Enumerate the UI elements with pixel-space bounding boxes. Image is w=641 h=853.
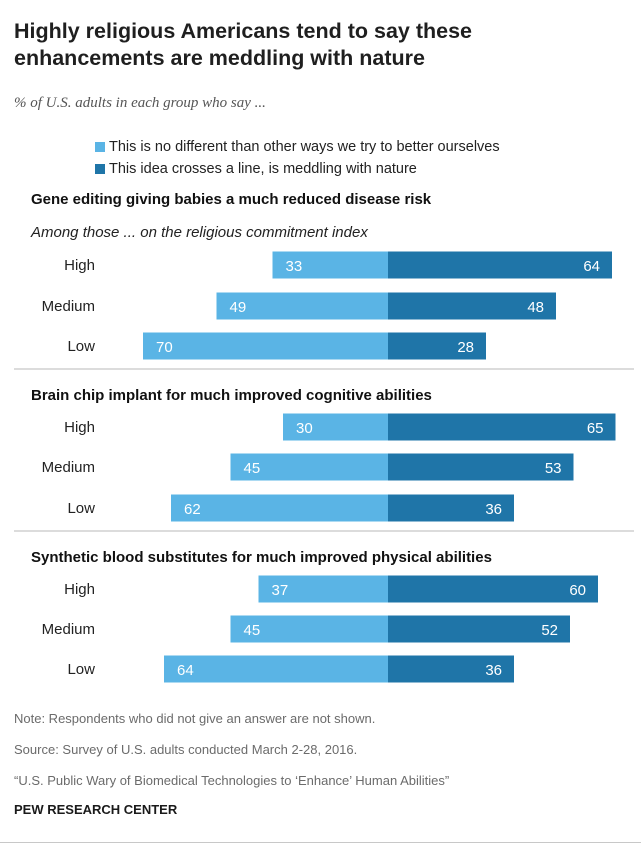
data-label-crosses-line: 36 [485, 501, 502, 518]
footer-source: Source: Survey of U.S. adults conducted … [14, 742, 358, 757]
category-label: Medium [42, 459, 95, 476]
data-label-crosses-line: 65 [587, 420, 604, 437]
legend: This is no different than other ways we … [95, 136, 500, 180]
panel-subtitle: Among those ... on the religious commitm… [30, 224, 368, 241]
data-label-crosses-line: 52 [541, 622, 558, 639]
category-label: Medium [42, 621, 95, 638]
panel-title: Gene editing giving babies a much reduce… [31, 191, 432, 208]
bar-crosses-line [388, 332, 486, 360]
bar-no-different [171, 494, 388, 522]
legend-item-crosses-line: This idea crosses a line, is meddling wi… [95, 158, 500, 180]
legend-label: This is no different than other ways we … [109, 139, 500, 155]
bar-crosses-line [388, 251, 612, 279]
chart-title: Highly religious Americans tend to say t… [14, 19, 472, 70]
bar-crosses-line [388, 292, 556, 320]
panel-title: Brain chip implant for much improved cog… [31, 387, 432, 404]
data-label-no-different: 70 [156, 339, 173, 356]
bar-no-different [230, 615, 388, 643]
data-label-no-different: 45 [244, 622, 261, 639]
category-label: High [64, 257, 95, 274]
bar-no-different [143, 332, 388, 360]
category-label: Medium [42, 298, 95, 315]
legend-swatch-light [95, 142, 105, 152]
bar-no-different [272, 251, 388, 279]
category-label: Low [67, 338, 95, 355]
data-label-no-different: 33 [286, 258, 303, 275]
data-label-crosses-line: 36 [485, 662, 502, 679]
legend-item-no-different: This is no different than other ways we … [95, 136, 500, 158]
footer-note: Note: Respondents who did not give an an… [14, 711, 376, 726]
bar-no-different [230, 453, 388, 481]
bar-no-different [216, 292, 388, 320]
bar-no-different [164, 655, 388, 683]
chart-subtitle: % of U.S. adults in each group who say .… [14, 95, 266, 111]
bottom-rule [0, 842, 641, 843]
category-label: High [64, 419, 95, 436]
bar-crosses-line [388, 494, 514, 522]
bar-crosses-line [388, 655, 514, 683]
data-label-no-different: 37 [272, 582, 289, 599]
data-label-no-different: 30 [296, 420, 313, 437]
brand-label: PEW RESEARCH CENTER [14, 802, 178, 817]
bar-crosses-line [388, 615, 570, 643]
category-label: Low [67, 661, 95, 678]
bar-crosses-line [388, 453, 574, 481]
bar-crosses-line [388, 413, 616, 441]
category-label: Low [67, 500, 95, 517]
data-label-no-different: 45 [244, 460, 261, 477]
bar-no-different [283, 413, 388, 441]
legend-swatch-dark [95, 164, 105, 174]
bar-no-different [258, 575, 388, 603]
bar-crosses-line [388, 575, 598, 603]
data-label-crosses-line: 48 [527, 299, 544, 316]
footer-report: “U.S. Public Wary of Biomedical Technolo… [14, 773, 450, 788]
data-label-no-different: 64 [177, 662, 194, 679]
data-label-crosses-line: 53 [545, 460, 562, 477]
data-label-no-different: 62 [184, 501, 201, 518]
chart-svg: Gene editing giving babies a much reduce… [14, 191, 634, 683]
category-label: High [64, 581, 95, 598]
panel-title: Synthetic blood substitutes for much imp… [31, 549, 492, 566]
data-label-crosses-line: 60 [569, 582, 586, 599]
data-label-crosses-line: 64 [583, 258, 600, 275]
legend-label: This idea crosses a line, is meddling wi… [109, 161, 417, 177]
data-label-crosses-line: 28 [457, 339, 474, 356]
data-label-no-different: 49 [230, 299, 247, 316]
